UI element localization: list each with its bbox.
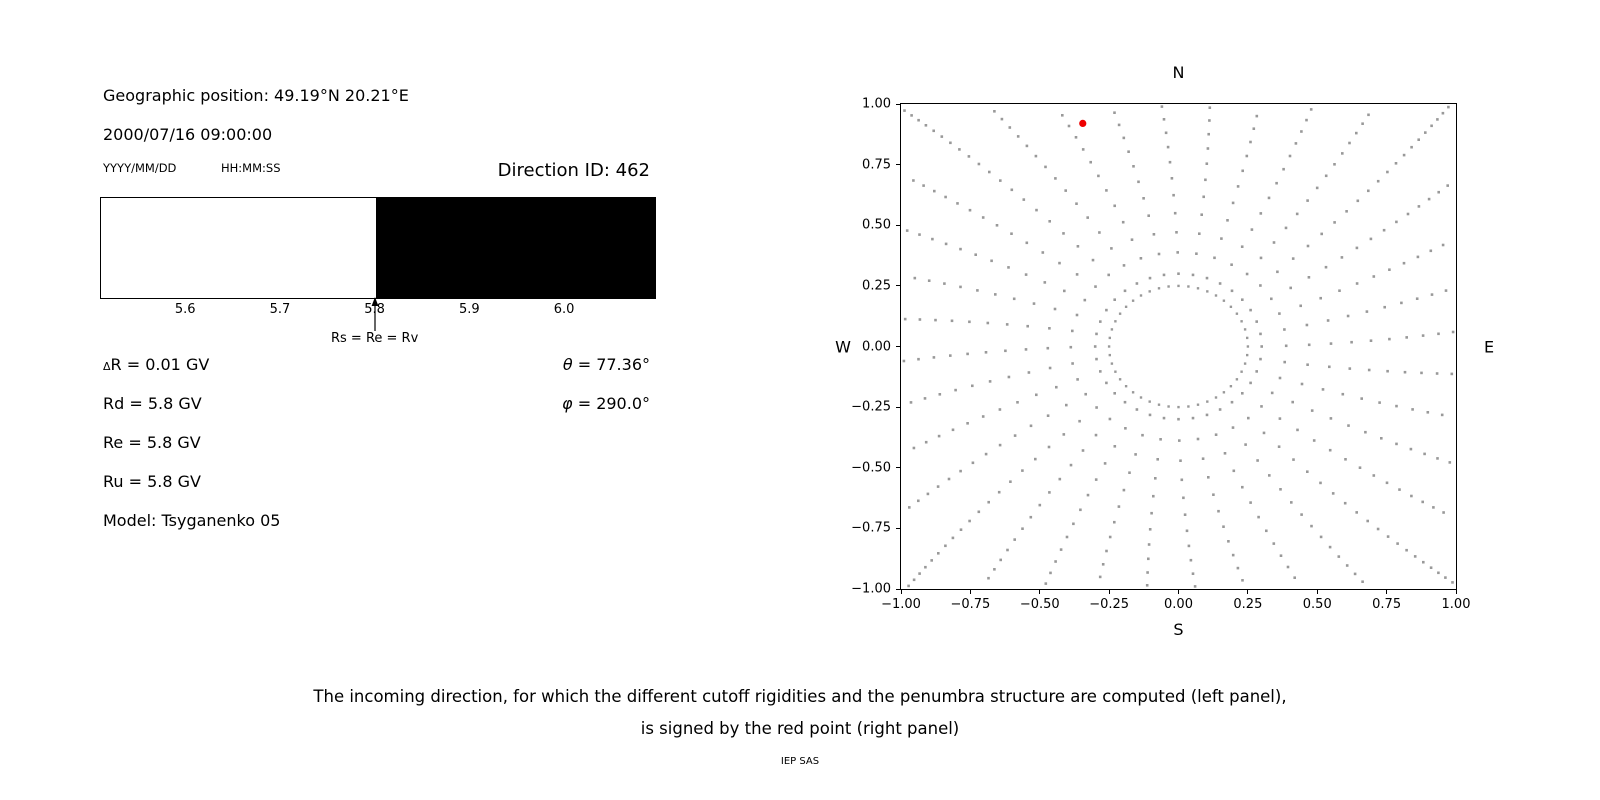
caption-line1: The incoming direction, for which the di… xyxy=(313,687,1287,706)
y-tick-label: 0.50 xyxy=(862,217,891,233)
delta-r-text: R = 0.01 GV xyxy=(110,355,210,374)
penumbra-tick-label: 5.9 xyxy=(458,302,480,317)
date-format-label: YYYY/MM/DD xyxy=(103,161,177,175)
model-label: Model: Tsyganenko 05 xyxy=(103,511,281,530)
y-tick-mark xyxy=(896,285,901,287)
scatter-canvas xyxy=(902,105,1455,588)
x-tick-mark xyxy=(900,589,902,594)
penumbra-white-region xyxy=(101,198,376,298)
compass-south: S xyxy=(1173,620,1184,639)
phi-text: = 290.0° xyxy=(572,394,650,413)
credit-label: IEP SAS xyxy=(780,756,820,767)
x-tick-label: 0.75 xyxy=(1372,597,1402,612)
penumbra-band xyxy=(100,197,656,299)
y-tick-mark xyxy=(896,406,901,408)
phi-value: φ = 290.0° xyxy=(420,394,650,413)
penumbra-tick-label: 5.7 xyxy=(269,302,291,317)
rigidity-values: ΔR = 0.01 GV Rd = 5.8 GV Re = 5.8 GV Ru … xyxy=(103,355,280,550)
y-tick-label: 0.75 xyxy=(862,157,891,173)
x-tick-label: −0.75 xyxy=(950,597,991,612)
y-tick-label: −1.00 xyxy=(851,581,891,597)
y-tick-label: 1.00 xyxy=(862,96,891,112)
phi-symbol: φ xyxy=(562,394,573,413)
x-tick-label: 1.00 xyxy=(1441,597,1471,612)
x-tick-mark xyxy=(1108,589,1110,594)
y-tick-mark xyxy=(896,164,901,166)
y-tick-mark xyxy=(896,346,901,347)
y-tick-label: −0.75 xyxy=(851,520,891,536)
y-tick-label: 0.00 xyxy=(862,339,891,354)
rd-value: Rd = 5.8 GV xyxy=(103,394,202,413)
direction-map-plot: N S W E 1.00 0.75 0.50 0.25 0.00 −0.25 −0.50 −0… xyxy=(835,63,1494,639)
time-format-label: HH:MM:SS xyxy=(221,161,281,175)
re-value: Re = 5.8 GV xyxy=(103,433,201,452)
compass-west: W xyxy=(835,337,851,356)
x-tick-label: 0.00 xyxy=(1164,597,1193,612)
x-tick-mark xyxy=(1316,589,1318,594)
delta-symbol: Δ xyxy=(103,360,111,373)
y-tick-label: 0.25 xyxy=(862,278,891,294)
x-tick-mark xyxy=(1386,589,1388,594)
compass-north: N xyxy=(1172,63,1185,82)
ru-value: Ru = 5.8 GV xyxy=(103,472,201,491)
x-tick-mark xyxy=(1178,589,1179,594)
y-tick-label: −0.25 xyxy=(851,399,891,415)
penumbra-chart: 5.6 5.7 5.8 5.9 6.0 Rs = Re = Rv xyxy=(100,197,656,357)
x-tick-mark xyxy=(1039,589,1041,594)
y-tick-label: −0.50 xyxy=(851,460,891,476)
x-tick-mark xyxy=(1455,589,1457,594)
x-tick-label: −1.00 xyxy=(881,597,921,612)
cutoff-marker-arrow xyxy=(371,297,379,331)
theta-text: = 77.36° xyxy=(572,355,650,374)
cutoff-marker-label: Rs = Re = Rv xyxy=(330,331,419,346)
caption-line2: is signed by the red point (right panel) xyxy=(640,719,960,738)
x-tick-label: 0.50 xyxy=(1302,597,1332,612)
y-tick-mark xyxy=(896,103,901,105)
y-tick-mark xyxy=(896,224,901,226)
x-tick-mark xyxy=(969,589,971,594)
x-tick-label: 0.25 xyxy=(1233,597,1263,612)
delta-r-value: ΔR = 0.01 GV xyxy=(103,355,280,374)
penumbra-tick-label: 5.6 xyxy=(174,302,196,317)
penumbra-black-region xyxy=(375,198,655,298)
datetime-value: 2000/07/16 09:00:00 xyxy=(103,125,273,144)
asymptotic-direction-dots xyxy=(902,105,1455,588)
direction-id-label: Direction ID: 462 xyxy=(497,160,650,181)
direction-angles: θ = 77.36° φ = 290.0° xyxy=(420,355,650,433)
incoming-direction-point xyxy=(1079,119,1087,127)
x-tick-mark xyxy=(1247,589,1249,594)
compass-east: E xyxy=(1484,337,1495,356)
geographic-position: Geographic position: 49.19°N 20.21°E xyxy=(103,86,409,105)
y-tick-mark xyxy=(896,527,901,529)
y-tick-mark xyxy=(896,467,901,469)
theta-symbol: θ xyxy=(562,355,573,374)
y-tick-mark xyxy=(896,588,901,590)
penumbra-tick-label: 6.0 xyxy=(553,302,575,317)
x-tick-label: −0.50 xyxy=(1019,597,1060,612)
x-tick-label: −0.25 xyxy=(1089,597,1130,612)
theta-value: θ = 77.36° xyxy=(420,355,650,374)
